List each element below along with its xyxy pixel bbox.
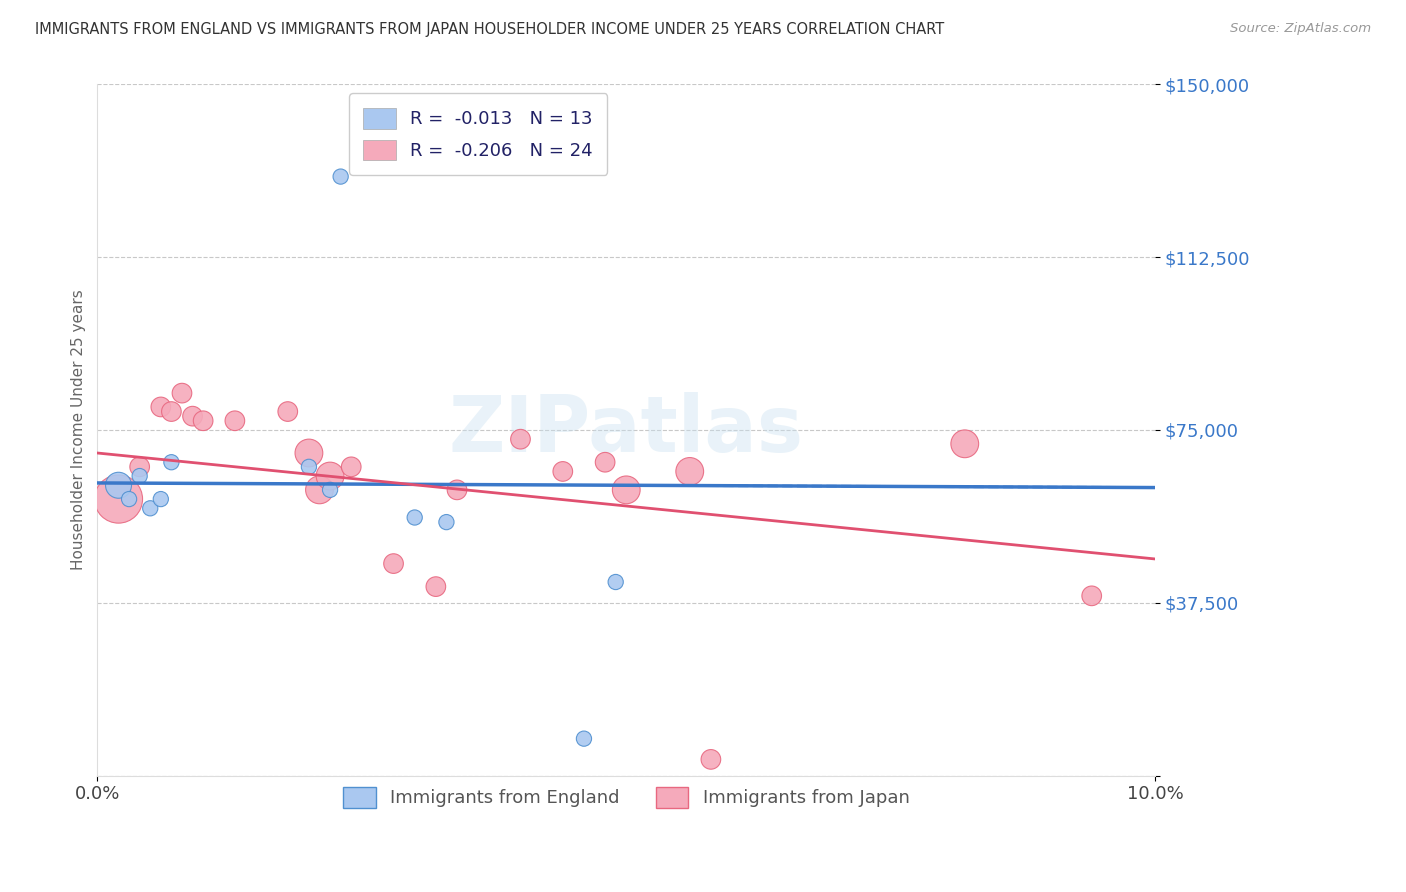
Point (139, 501, 162, 516)
Point (308, 483, 330, 497)
Point (605, 574, 627, 589)
Y-axis label: Householder Income Under 25 years: Householder Income Under 25 years (72, 290, 86, 570)
Point (107, 492, 129, 507)
Point (319, 483, 342, 497)
Point (436, 515, 458, 529)
Point (329, 169, 352, 184)
Point (319, 469, 342, 483)
Text: Source: ZipAtlas.com: Source: ZipAtlas.com (1230, 22, 1371, 36)
Point (425, 580, 447, 594)
Point (614, 483, 637, 497)
Text: ZIPatlas: ZIPatlas (449, 392, 804, 468)
Point (593, 455, 616, 469)
Point (509, 432, 531, 446)
Point (572, 731, 595, 746)
Legend: Immigrants from England, Immigrants from Japan: Immigrants from England, Immigrants from… (336, 780, 917, 815)
Point (160, 455, 183, 469)
Point (953, 437, 976, 451)
Point (404, 510, 426, 524)
Point (298, 459, 321, 474)
Point (149, 492, 172, 507)
Point (181, 409, 204, 424)
Point (224, 414, 246, 428)
Point (107, 478, 129, 492)
Point (277, 404, 299, 418)
Point (128, 459, 150, 474)
Point (170, 386, 193, 401)
Point (551, 465, 574, 479)
Text: IMMIGRANTS FROM ENGLAND VS IMMIGRANTS FROM JAPAN HOUSEHOLDER INCOME UNDER 25 YEA: IMMIGRANTS FROM ENGLAND VS IMMIGRANTS FR… (35, 22, 945, 37)
Point (160, 404, 183, 418)
Point (1080, 589, 1102, 603)
Point (298, 446, 321, 460)
Point (128, 469, 150, 483)
Point (700, 752, 723, 766)
Point (340, 459, 363, 474)
Point (191, 414, 214, 428)
Point (382, 557, 405, 571)
Point (149, 400, 172, 414)
Point (679, 465, 702, 479)
Point (446, 483, 468, 497)
Point (118, 492, 141, 507)
